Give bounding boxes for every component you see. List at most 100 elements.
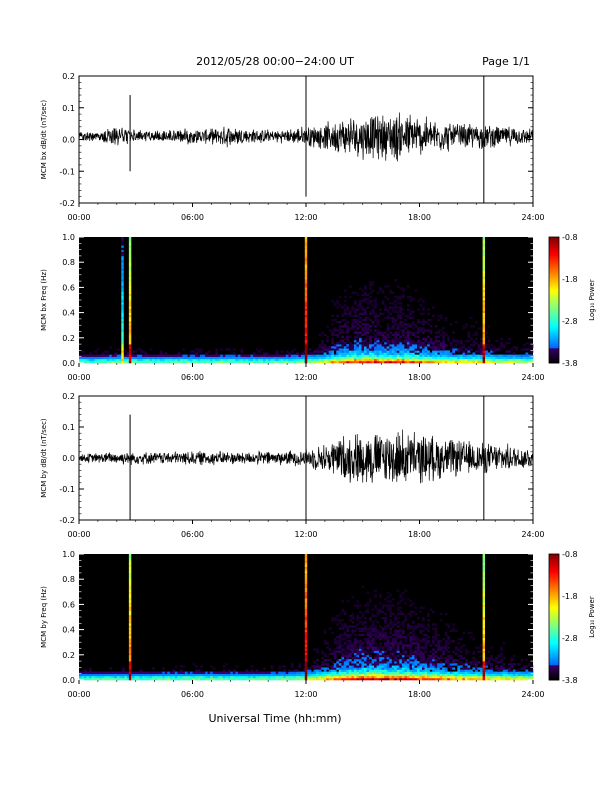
spectrogram-cell [401,295,405,299]
spectrogram-cell [485,358,488,362]
spectrogram-cell [507,337,511,341]
spectral-line [304,264,308,267]
spectrogram-cell [389,667,393,670]
spectrogram-cell [490,677,493,681]
spectrogram-cell [169,360,173,364]
spectrogram-cell [336,665,340,668]
colorbar-swatch [549,591,559,595]
spectrogram-cell [507,663,511,666]
spectrogram-cell [384,348,388,351]
spectrogram-cell [432,306,435,309]
spectrogram-cell [487,344,491,347]
spectrogram-cell [500,673,504,677]
spectrogram-cell [341,346,345,349]
spectrogram-cell [379,342,382,345]
spectrogram-cell [409,600,413,603]
spectrogram-cell [414,650,418,653]
spectrogram-cell [205,677,208,681]
spectrogram-cell [447,665,451,668]
spectrogram-cell [401,312,405,315]
spectrogram-cell [230,677,234,681]
spectrogram-cell [404,602,408,605]
spectrogram-cell [399,346,403,349]
spectrogram-cell [215,352,219,355]
spectrogram-cell [343,654,347,658]
spectrogram-cell [369,633,372,637]
spectrogram-cell [416,665,420,668]
spectrogram-cell [366,610,370,614]
spectral-line [128,606,132,609]
spectrogram-cell [270,677,274,681]
spectrogram-cell [333,346,337,349]
spectrogram-cell [396,325,400,328]
spectrogram-cell [449,358,453,362]
spectrogram-cell [358,325,362,328]
spectrogram-cell [177,356,181,360]
spectrogram-cell [389,627,393,630]
spectrogram-cell [341,318,345,322]
spectrogram-cell [389,654,393,658]
spectrogram-cell [189,677,193,681]
spectrogram-cell [364,656,367,660]
spectrogram-cell [401,346,405,349]
spectrogram-cell [174,671,178,674]
spectrogram-cell [379,661,382,664]
spectrogram-cell [265,356,269,360]
spectrogram-cell [260,673,264,677]
spectrogram-cell [99,354,102,357]
spectrogram-cell [210,358,213,362]
y-tick-label: 0.0 [62,676,75,685]
spectrogram-cell [444,356,448,360]
spectrogram-cell [343,354,347,357]
colorbar-label: Log₁₀ Power [588,279,596,321]
spectrogram-cell [429,663,433,666]
spectrogram-cell [356,642,360,645]
spectrogram-cell [106,671,110,674]
spectrogram-cell [351,318,355,322]
spectrogram-cell [343,675,347,679]
spectrogram-cell [459,669,463,672]
spectrogram-cell [242,354,246,357]
spectrogram-cell [149,675,153,679]
spectrogram-cell [391,354,395,357]
spectrogram-cell [416,327,420,330]
spectrogram-cell [147,356,150,360]
spectral-line [121,327,124,330]
spectrogram-cell [346,677,350,681]
spectrogram-cell [469,344,473,347]
spectrogram-cell [348,654,352,658]
spectral-line [121,356,124,360]
spectrogram-cell [434,352,438,355]
spectrogram-cell [316,648,319,651]
spectrogram-cell [333,356,337,360]
spectrogram-cell [369,310,372,313]
spectral-line [482,577,486,580]
x-tick-label: 00:00 [67,373,90,382]
spectrogram-cell [427,625,430,628]
spectrogram-cell [497,358,501,362]
spectrogram-cell [394,675,398,679]
spectrogram-cell [308,667,312,670]
spectral-line [482,327,486,330]
spectrogram-cell [369,646,372,649]
spectrogram-cell [364,352,367,355]
spectrogram-cell [409,625,413,628]
spectrogram-cell [195,669,198,672]
spectrogram-cell [389,356,393,360]
spectrogram-cell [444,642,448,645]
spectrogram-cell [404,360,408,364]
spectrogram-cell [300,358,304,362]
spectrogram-cell [457,354,461,357]
spectrogram-cell [356,321,360,324]
spectrogram-cell [358,339,362,343]
spectrogram-cell [419,623,423,626]
spectrogram-cell [391,360,395,364]
spectrogram-cell [260,675,264,679]
spectrogram-cell [247,671,251,674]
spectrogram-cell [366,644,370,647]
spectrogram-cell [366,602,370,605]
spectrogram-cell [338,360,342,364]
spectral-line [304,268,308,271]
spectrogram-cell [212,358,216,362]
spectrogram-cell [401,339,405,343]
